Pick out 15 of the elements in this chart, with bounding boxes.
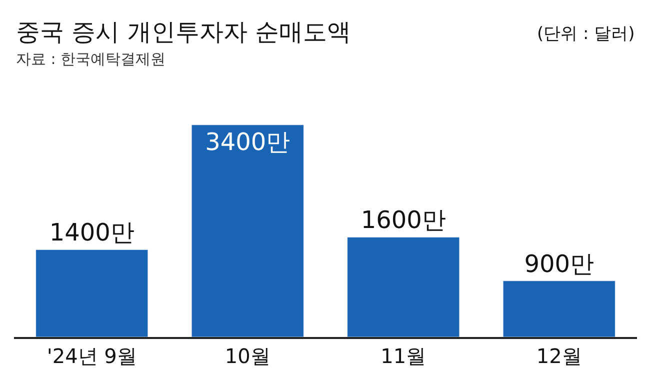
bar [347,236,460,337]
chart-subtitle: (단위 : 달러) [537,24,635,44]
chart-title: 중국 증시 개인투자자 순매도액 [16,18,351,46]
x-tick-label: 11월 [380,344,426,368]
x-tick-label: '24년 9월 [46,344,137,368]
text: 자료 : 한국예탁결제원 [16,50,166,68]
data-label: 3400만 [205,128,290,156]
x-tick-label: 12월 [536,344,582,368]
bar [36,249,148,337]
data-label: 900만 [524,250,594,278]
data-label: 1600만 [360,206,446,234]
data-label: 1400만 [49,218,134,247]
bar [502,280,616,337]
bar [191,124,304,337]
x-tick-label: 10월 [224,344,270,368]
